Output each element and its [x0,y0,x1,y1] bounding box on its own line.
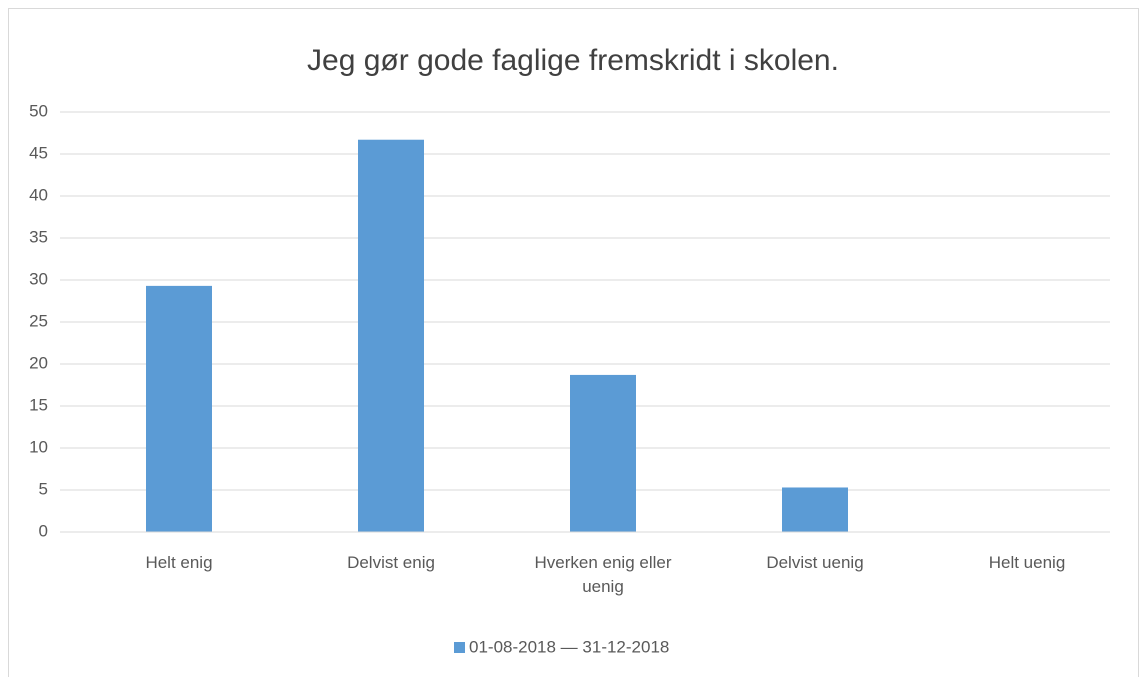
y-tick-label: 50 [29,101,48,120]
x-tick-label: Helt uenig [989,553,1066,572]
y-tick-label: 30 [29,269,48,288]
x-tick-label: Delvist enig [347,553,435,572]
x-tick-label: Helt enig [145,553,212,572]
legend-swatch [454,642,465,653]
y-tick-label: 45 [29,143,48,162]
bar [782,487,848,532]
y-tick-label: 15 [29,395,48,414]
chart-title: Jeg gør gode faglige fremskridt i skolen… [307,44,839,77]
y-tick-label: 5 [39,479,48,498]
y-tick-label: 35 [29,227,48,246]
y-tick-label: 40 [29,185,48,204]
legend-label: 01-08-2018 — 31-12-2018 [469,637,669,656]
y-tick-label: 20 [29,353,48,372]
bar [146,285,212,532]
x-tick-label: Hverken enig eller uenig [534,553,671,596]
y-tick-label: 25 [29,311,48,330]
bar [570,374,636,532]
bar [358,139,424,532]
y-tick-label: 10 [29,437,48,456]
x-tick-label: Delvist uenig [766,553,863,572]
y-tick-label: 0 [39,521,48,540]
